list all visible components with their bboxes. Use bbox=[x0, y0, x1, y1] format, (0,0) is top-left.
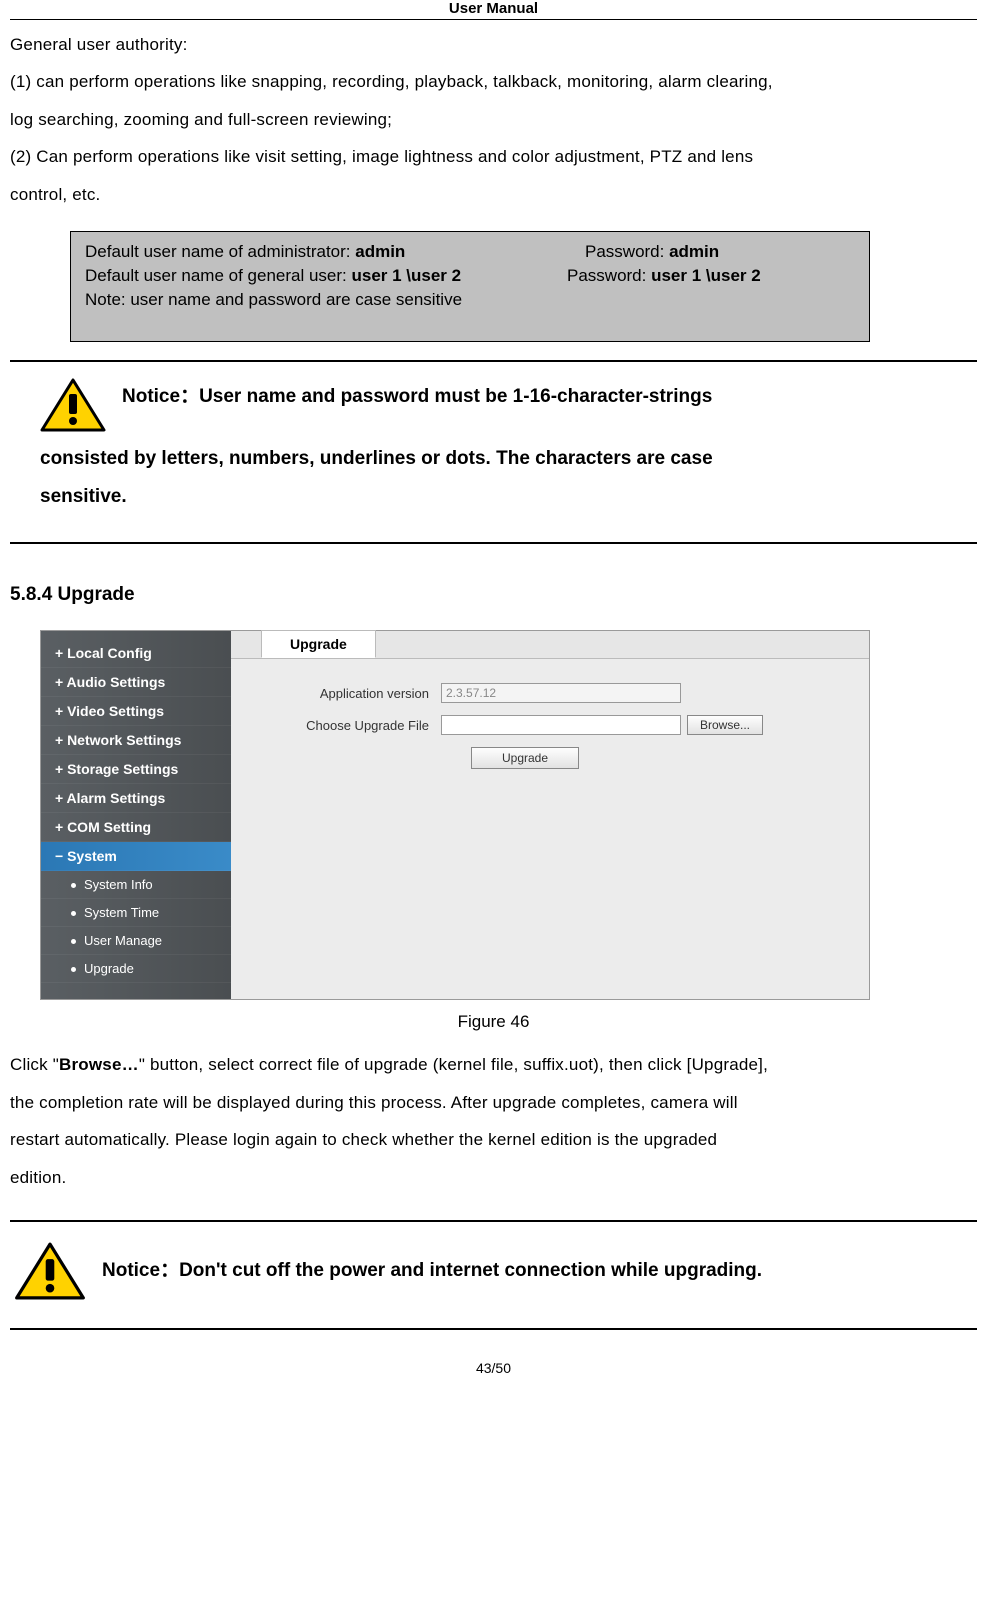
bullet-icon bbox=[71, 883, 76, 888]
divider bbox=[10, 542, 977, 544]
credentials-box: Default user name of administrator: admi… bbox=[70, 231, 870, 342]
cred-label: Default user name of general user: bbox=[85, 266, 351, 285]
cred-label: Default user name of administrator: bbox=[85, 242, 355, 261]
sidebar-subitem[interactable]: Upgrade bbox=[41, 955, 231, 983]
bullet-icon bbox=[71, 911, 76, 916]
upgrade-file-field[interactable] bbox=[441, 715, 681, 735]
main-panel: Upgrade Application version Choose Upgra… bbox=[231, 631, 869, 999]
page-header: User Manual bbox=[10, 0, 977, 20]
sidebar-item-label: System Info bbox=[84, 877, 153, 892]
cred-admin-pass: Password: admin bbox=[585, 240, 719, 264]
cred-value: user 1 \user 2 bbox=[351, 266, 461, 285]
cred-user-pass: Password: user 1 \user 2 bbox=[567, 264, 761, 288]
intro-line: (1) can perform operations like snapping… bbox=[10, 63, 977, 100]
browse-bold: Browse… bbox=[59, 1055, 139, 1074]
bullet-icon bbox=[71, 939, 76, 944]
upgrade-button[interactable]: Upgrade bbox=[471, 747, 579, 769]
sidebar-item-label: + Alarm Settings bbox=[55, 790, 165, 806]
notice-label: Notice： bbox=[102, 1260, 179, 1281]
cred-value: user 1 \user 2 bbox=[651, 266, 761, 285]
intro-line: General user authority: bbox=[10, 26, 977, 63]
divider bbox=[10, 1220, 977, 1222]
text-span: " button, select correct file of upgrade… bbox=[139, 1055, 768, 1074]
page-number: 43/50 bbox=[10, 1360, 977, 1386]
notice-text-line: User name and password must be 1-16-char… bbox=[199, 386, 712, 407]
cred-value: admin bbox=[669, 242, 719, 261]
section-heading: 5.8.4 Upgrade bbox=[10, 584, 977, 606]
notice-text-line: consisted by letters, numbers, underline… bbox=[40, 440, 947, 478]
upgrade-screenshot: + Local Config + Audio Settings + Video Se… bbox=[40, 630, 870, 1000]
sidebar-item-label: + Video Settings bbox=[55, 703, 164, 719]
after-figure-paragraph: Click "Browse…" button, select correct f… bbox=[10, 1046, 977, 1196]
body-line: restart automatically. Please login agai… bbox=[10, 1121, 977, 1158]
sidebar-item[interactable]: + Audio Settings bbox=[41, 668, 231, 697]
body-line: Click "Browse…" button, select correct f… bbox=[10, 1046, 977, 1083]
sidebar-item-label: + Local Config bbox=[55, 645, 152, 661]
sidebar-subitem[interactable]: System Info bbox=[41, 871, 231, 899]
sidebar-item[interactable]: + Video Settings bbox=[41, 697, 231, 726]
sidebar: + Local Config + Audio Settings + Video Se… bbox=[41, 631, 231, 999]
intro-line: (2) Can perform operations like visit se… bbox=[10, 138, 977, 175]
sidebar-item[interactable]: + Local Config bbox=[41, 639, 231, 668]
sidebar-item[interactable]: + COM Setting bbox=[41, 813, 231, 842]
app-version-field bbox=[441, 683, 681, 703]
upgrade-content: Application version Choose Upgrade File … bbox=[231, 658, 869, 999]
notice-block-1: Notice：User name and password must be 1-… bbox=[10, 368, 977, 536]
sidebar-subitem[interactable]: User Manage bbox=[41, 927, 231, 955]
browse-button[interactable]: Browse... bbox=[687, 715, 763, 735]
sidebar-subitem[interactable]: System Time bbox=[41, 899, 231, 927]
cred-label: Password: bbox=[585, 242, 669, 261]
tab-upgrade[interactable]: Upgrade bbox=[261, 630, 376, 658]
app-version-label: Application version bbox=[251, 686, 441, 701]
sidebar-item-label: − System bbox=[55, 848, 117, 864]
intro-line: log searching, zooming and full-screen r… bbox=[10, 101, 977, 138]
notice-label: Notice： bbox=[122, 386, 199, 407]
sidebar-item-label: + Storage Settings bbox=[55, 761, 178, 777]
divider bbox=[10, 360, 977, 362]
sidebar-item[interactable]: + Alarm Settings bbox=[41, 784, 231, 813]
cred-user-user: Default user name of general user: user … bbox=[85, 264, 585, 288]
divider bbox=[10, 1328, 977, 1330]
cred-label: Password: bbox=[567, 266, 651, 285]
notice-text-line: sensitive. bbox=[40, 478, 947, 516]
notice-text-line: Don't cut off the power and internet con… bbox=[179, 1260, 762, 1281]
sidebar-item[interactable]: − System bbox=[41, 842, 231, 871]
sidebar-item-label: + Audio Settings bbox=[55, 674, 165, 690]
notice-block-2: Notice：Don't cut off the power and inter… bbox=[10, 1228, 977, 1322]
warning-icon bbox=[40, 378, 106, 432]
figure-caption: Figure 46 bbox=[10, 1012, 977, 1032]
intro-paragraph: General user authority: (1) can perform … bbox=[10, 26, 977, 213]
cred-value: admin bbox=[355, 242, 405, 261]
body-line: edition. bbox=[10, 1159, 977, 1196]
sidebar-item[interactable]: + Network Settings bbox=[41, 726, 231, 755]
cred-admin-user: Default user name of administrator: admi… bbox=[85, 240, 585, 264]
warning-icon bbox=[14, 1242, 86, 1300]
body-line: the completion rate will be displayed du… bbox=[10, 1084, 977, 1121]
sidebar-item-label: Upgrade bbox=[84, 961, 134, 976]
intro-line: control, etc. bbox=[10, 176, 977, 213]
sidebar-item-label: + COM Setting bbox=[55, 819, 151, 835]
choose-file-label: Choose Upgrade File bbox=[251, 718, 441, 733]
sidebar-item-label: + Network Settings bbox=[55, 732, 181, 748]
sidebar-item[interactable]: + Storage Settings bbox=[41, 755, 231, 784]
text-span: Click " bbox=[10, 1055, 59, 1074]
sidebar-item-label: User Manage bbox=[84, 933, 162, 948]
sidebar-item-label: System Time bbox=[84, 905, 159, 920]
cred-note: Note: user name and password are case se… bbox=[85, 288, 855, 312]
bullet-icon bbox=[71, 967, 76, 972]
